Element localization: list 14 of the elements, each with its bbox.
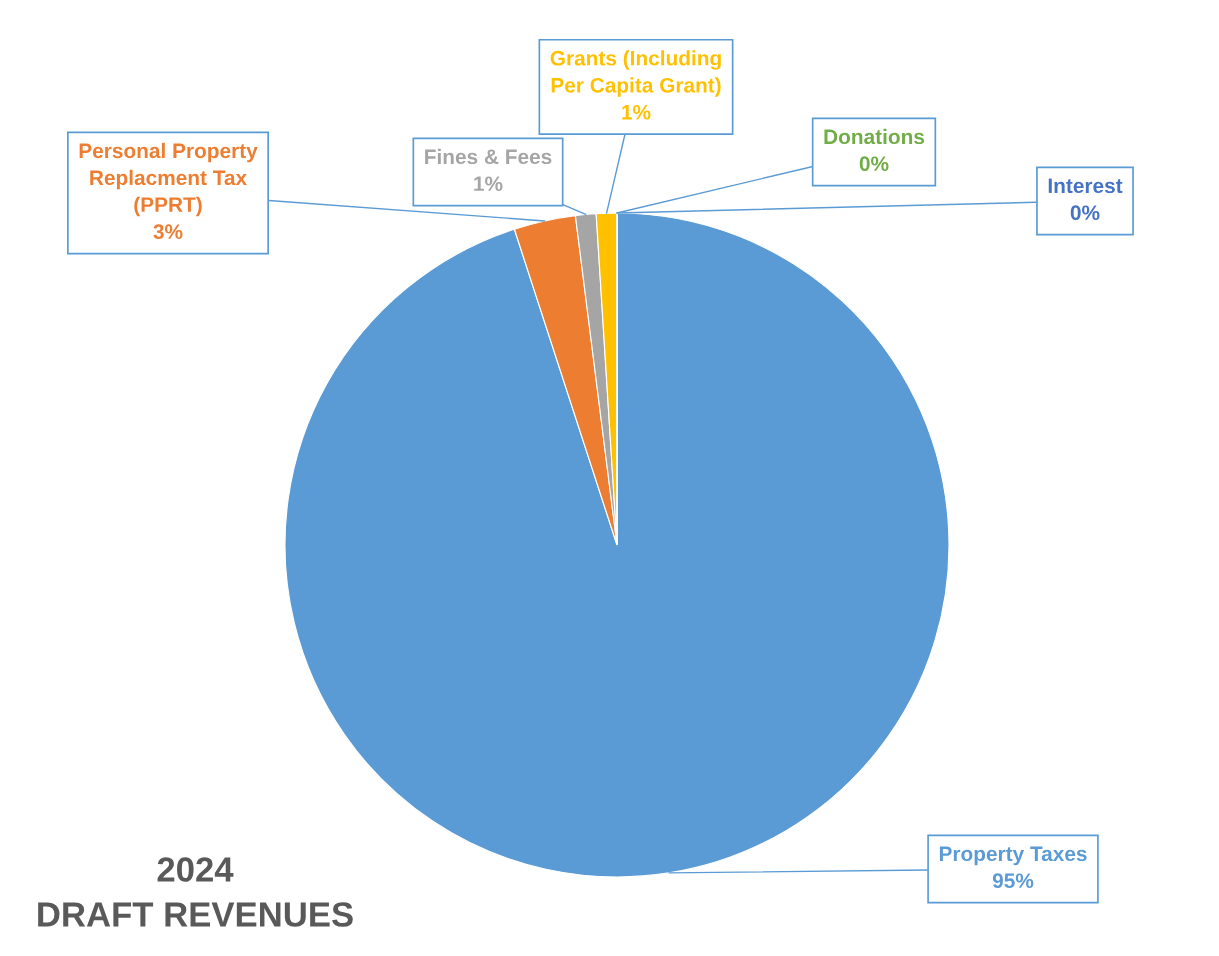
text: 2024 DRAFT REVENUES — [38, 857, 353, 927]
slice-label: Personal Property Replacment Tax (PPRT) — [79, 142, 258, 217]
category-label: Interest — [1048, 178, 1123, 194]
data-label: 3% — [153, 224, 183, 240]
data-label: 1% — [622, 104, 651, 120]
slice-label: Fines & Fees — [425, 148, 552, 165]
data-label: 95% — [992, 873, 1034, 889]
slice-label: Property Taxes — [939, 846, 1087, 866]
pie-slice — [513, 215, 618, 546]
slice-label: Grants (Including Per Capita Grant) — [550, 50, 721, 97]
data-label: 1% — [474, 176, 503, 192]
category-label: Donations — [824, 128, 925, 145]
text: 0% — [859, 156, 889, 172]
text: 0% — [1070, 205, 1100, 221]
